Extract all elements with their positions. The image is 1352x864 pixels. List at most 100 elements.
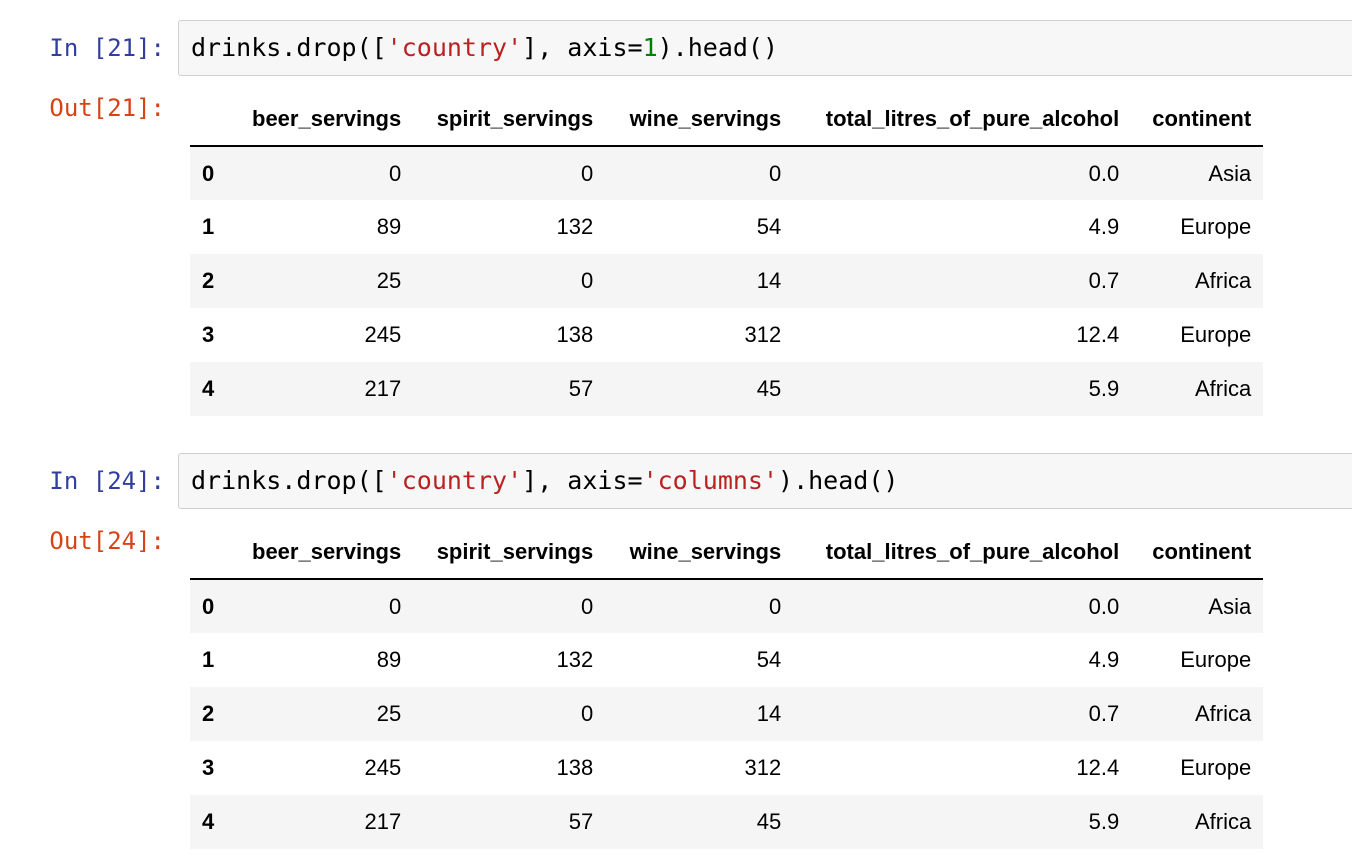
table-cell: 0 bbox=[580, 160, 594, 186]
table-cell: 89 bbox=[376, 214, 402, 239]
column-header: beer_servings bbox=[240, 526, 414, 580]
table-cell: 4.9 bbox=[1088, 214, 1120, 239]
column-header: continent bbox=[1131, 93, 1264, 147]
column-header: wine_servings bbox=[605, 526, 794, 580]
output-prompt: Out[24]: bbox=[49, 527, 165, 555]
row-index: 4 bbox=[202, 376, 215, 401]
table-cell: Asia bbox=[1208, 593, 1252, 619]
row-index: 4 bbox=[202, 809, 215, 834]
table-row: 4 217 57 45 5.9 Africa bbox=[190, 362, 1264, 416]
table-cell: 25 bbox=[376, 701, 402, 726]
output-table: beer_servings spirit_servings wine_serving… bbox=[190, 526, 1264, 849]
table-body: 0 0 0 0 0.0 Asia 1 89 132 54 4.9 Europe 2 25 0 14 0.7 Afr… bbox=[190, 146, 1264, 416]
table-cell: Europe bbox=[1180, 322, 1252, 347]
table-body: 0 0 0 0 0.0 Asia 1 89 132 54 4.9 Europe 2 25 0 14 0.7 Afr… bbox=[190, 579, 1264, 849]
table-cell: 4.9 bbox=[1088, 647, 1120, 672]
table-cell: 217 bbox=[364, 376, 402, 401]
table-head: beer_servings spirit_servings wine_serving… bbox=[190, 93, 1264, 147]
table-row: 3 245 138 312 12.4 Europe bbox=[190, 741, 1263, 795]
table-cell: 0.0 bbox=[1088, 593, 1120, 619]
row-index: 0 bbox=[202, 593, 215, 619]
table-cell: 12.4 bbox=[1076, 755, 1120, 780]
table-cell: 89 bbox=[376, 647, 402, 672]
table-cell: 45 bbox=[756, 809, 782, 834]
table-cell: Europe bbox=[1180, 214, 1252, 239]
table-cell: 0.7 bbox=[1088, 701, 1120, 726]
table-cell: 312 bbox=[744, 322, 782, 347]
row-index: 1 bbox=[202, 647, 215, 672]
input-prompt: In [24]: bbox=[49, 467, 165, 495]
table-cell: 132 bbox=[556, 214, 594, 239]
column-header: beer_servings bbox=[240, 93, 414, 147]
row-index: 2 bbox=[202, 701, 215, 726]
table-cell: 5.9 bbox=[1088, 376, 1120, 401]
table-row: 1 89 132 54 4.9 Europe bbox=[190, 200, 1263, 254]
table-row: 2 25 0 14 0.7 Africa bbox=[190, 687, 1264, 741]
code-input[interactable]: drinks.drop(['country'], axis='columns')… bbox=[178, 453, 1352, 509]
table-cell: 0 bbox=[580, 701, 594, 726]
table-cell: 0 bbox=[768, 160, 782, 186]
row-index: 3 bbox=[202, 755, 215, 780]
table-cell: 54 bbox=[756, 214, 782, 239]
table-cell: 0 bbox=[768, 593, 782, 619]
table-cell: 0 bbox=[580, 593, 594, 619]
table-row: 1 89 132 54 4.9 Europe bbox=[190, 633, 1263, 687]
code-token: ).head() bbox=[657, 33, 779, 62]
output-table: beer_servings spirit_servings wine_serving… bbox=[190, 93, 1264, 416]
code-token: 1 bbox=[642, 33, 658, 62]
table-cell: 57 bbox=[568, 376, 594, 401]
code-token: ], axis= bbox=[522, 466, 643, 495]
table-cell: Africa bbox=[1194, 376, 1252, 401]
code-token: drinks.drop([ bbox=[191, 466, 387, 495]
table-cell: 0 bbox=[580, 268, 594, 293]
row-index: 2 bbox=[202, 268, 215, 293]
table-cell: 0 bbox=[388, 160, 402, 186]
table-cell: 45 bbox=[756, 376, 782, 401]
table-cell: 312 bbox=[744, 755, 782, 780]
table-cell: Africa bbox=[1194, 809, 1252, 834]
input-prompt: In [21]: bbox=[49, 34, 165, 62]
table-row: 4 217 57 45 5.9 Africa bbox=[190, 795, 1264, 849]
index-header bbox=[190, 93, 240, 147]
table-cell: 0.0 bbox=[1088, 160, 1120, 186]
code-token: drinks.drop([ bbox=[191, 33, 387, 62]
table-row: 3 245 138 312 12.4 Europe bbox=[190, 308, 1263, 362]
code-token: ], axis= bbox=[522, 33, 643, 62]
table-cell: Africa bbox=[1194, 701, 1252, 726]
table-head: beer_servings spirit_servings wine_serving… bbox=[190, 526, 1264, 580]
code-token: 'country' bbox=[386, 33, 523, 62]
table-cell: 245 bbox=[364, 755, 402, 780]
index-header bbox=[190, 526, 240, 580]
column-header: spirit_servings bbox=[413, 526, 606, 580]
table-row: 0 0 0 0 0.0 Asia bbox=[190, 579, 1264, 633]
table-cell: 132 bbox=[556, 647, 594, 672]
column-header: spirit_servings bbox=[413, 93, 606, 147]
table-row: 2 25 0 14 0.7 Africa bbox=[190, 254, 1264, 308]
table-cell: 0.7 bbox=[1088, 268, 1120, 293]
table-cell: 12.4 bbox=[1076, 322, 1120, 347]
table-cell: Asia bbox=[1208, 160, 1252, 186]
code-input[interactable]: drinks.drop(['country'], axis=1).head() bbox=[178, 20, 1352, 76]
header-row: beer_servings spirit_servings wine_serving… bbox=[190, 526, 1264, 580]
code-token: ).head() bbox=[778, 466, 899, 495]
column-header: continent bbox=[1131, 526, 1264, 580]
row-index: 3 bbox=[202, 322, 215, 347]
code-token: 'columns' bbox=[642, 466, 779, 495]
table-cell: 245 bbox=[364, 322, 402, 347]
table-cell: 138 bbox=[556, 322, 594, 347]
table-cell: Europe bbox=[1180, 647, 1252, 672]
output-prompt: Out[21]: bbox=[49, 94, 165, 122]
table-cell: 138 bbox=[556, 755, 594, 780]
table-cell: 54 bbox=[756, 647, 782, 672]
table-cell: Africa bbox=[1194, 268, 1252, 293]
table-cell: 0 bbox=[388, 593, 402, 619]
header-row: beer_servings spirit_servings wine_serving… bbox=[190, 93, 1264, 147]
table-cell: Europe bbox=[1180, 755, 1252, 780]
table-cell: 14 bbox=[756, 701, 782, 726]
code-token: 'country' bbox=[386, 466, 523, 495]
table-row: 0 0 0 0 0.0 Asia bbox=[190, 146, 1264, 200]
table-cell: 57 bbox=[568, 809, 594, 834]
column-header: wine_servings bbox=[605, 93, 794, 147]
table-cell: 217 bbox=[364, 809, 402, 834]
